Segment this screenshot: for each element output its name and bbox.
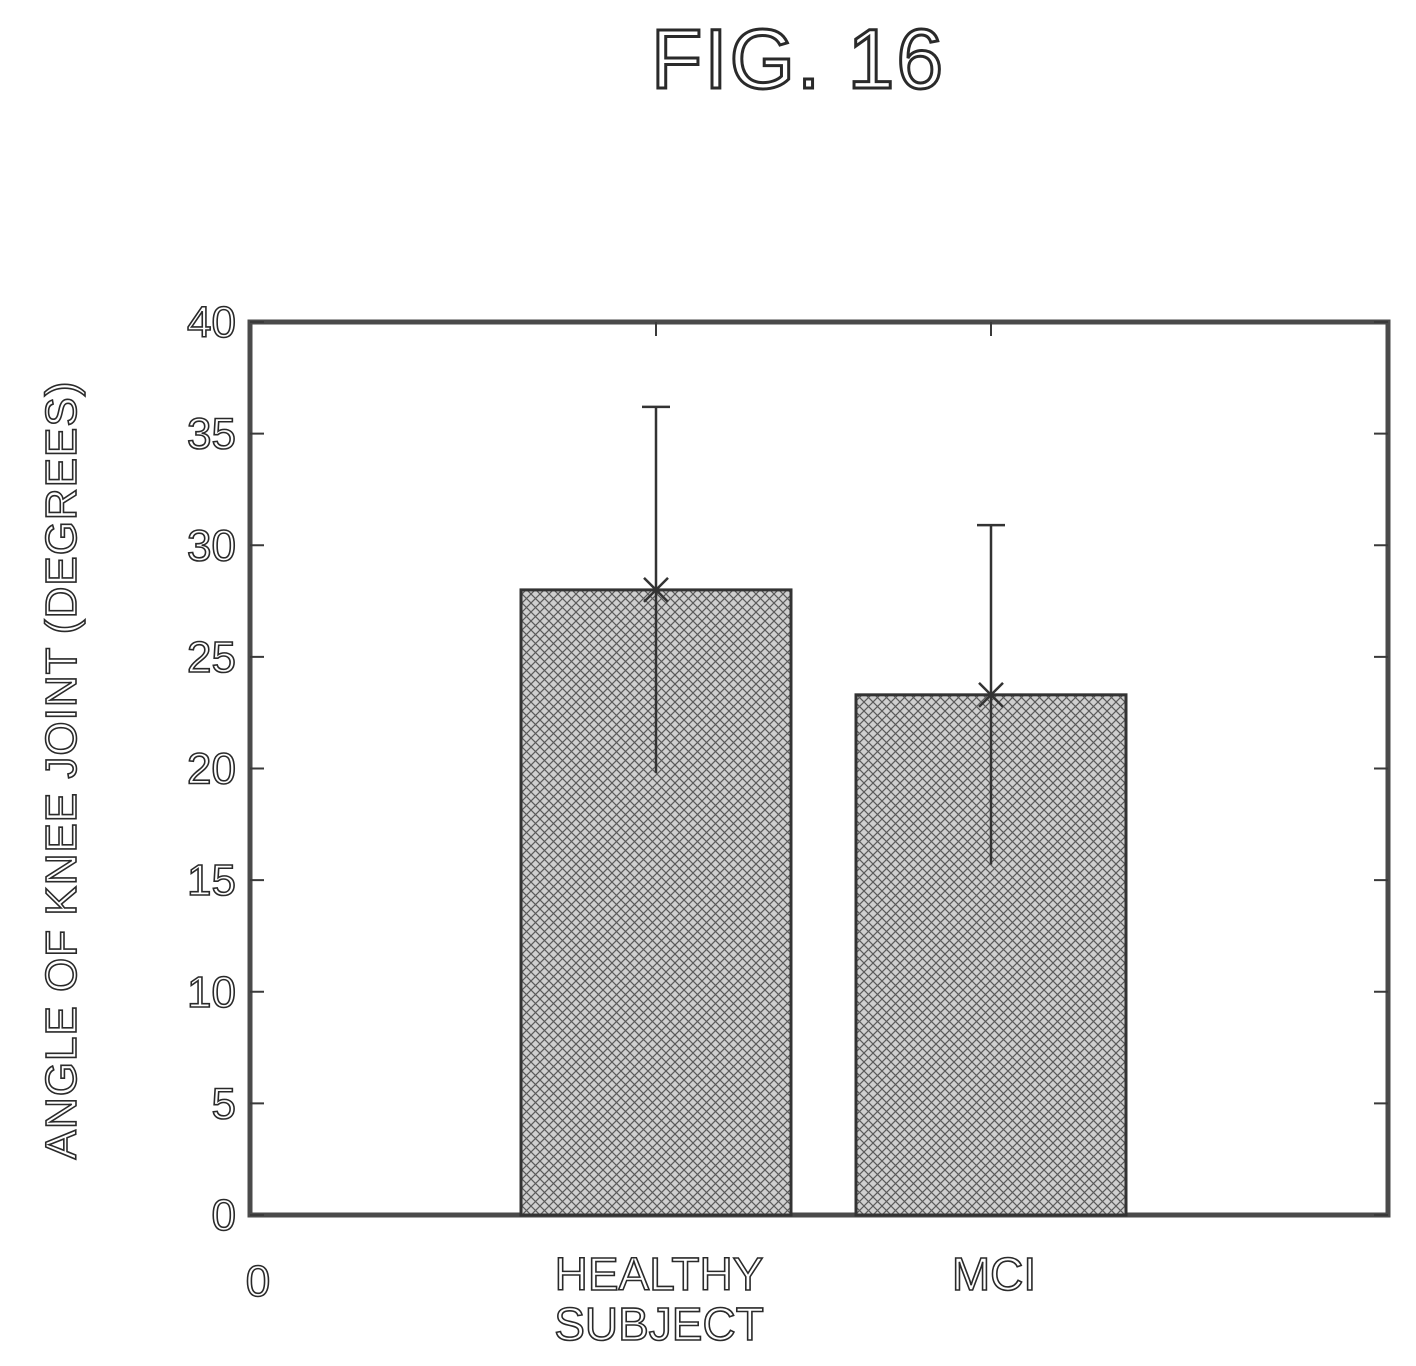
x-origin-label: 0 (246, 1257, 270, 1306)
y-tick-label-5: 25 (187, 633, 236, 682)
mean-marker-0 (643, 577, 669, 603)
y-tick-label-2: 10 (187, 968, 236, 1017)
y-tick-label-1: 5 (212, 1079, 236, 1128)
error-bars (642, 405, 1005, 865)
y-tick-label-3: 15 (187, 856, 236, 905)
y-tick-label-7: 35 (187, 410, 236, 459)
y-tick-label-8: 40 (187, 298, 236, 347)
y-axis-ticks: 0 5 10 15 20 25 30 35 40 (186, 297, 264, 1241)
mean-marker-1 (978, 681, 1004, 708)
y-axis-label: ANGLE OF KNEE JOINT (DEGREES) (37, 381, 86, 1160)
top-axis-ticks (655, 322, 992, 336)
y-tick-label-4: 20 (187, 745, 236, 794)
category-label-1-line-0: MCI (952, 1248, 1036, 1300)
bars (519, 588, 1128, 1217)
plot-frame (247, 319, 1391, 1218)
y-tick-label-0: 0 (212, 1191, 236, 1240)
category-label-0-line-0: HEALTHY (555, 1248, 764, 1300)
right-axis-ticks (1374, 321, 1388, 1216)
y-tick-label-6: 30 (187, 521, 236, 570)
figure-title: FIG. 16 (651, 12, 945, 106)
category-label-0-line-1: SUBJECT (554, 1298, 764, 1350)
